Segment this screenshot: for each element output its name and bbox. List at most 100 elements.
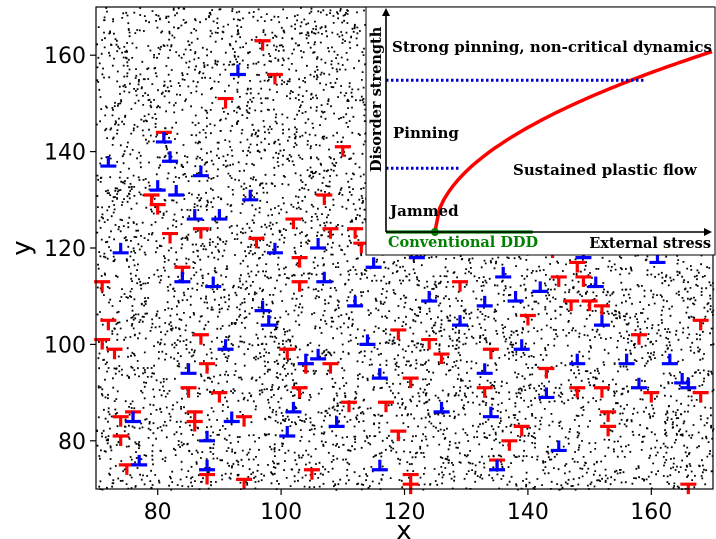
inset-y-arrow: [382, 8, 390, 16]
dislocation-marker: [495, 266, 512, 279]
dislocation-marker: [174, 271, 191, 284]
label-pinning: Pinning: [393, 124, 459, 142]
dislocation-marker: [168, 184, 185, 197]
dislocation-marker: [285, 401, 302, 414]
dislocation-marker: [563, 299, 580, 312]
dislocation-marker: [192, 165, 209, 178]
dislocation-marker: [266, 242, 283, 255]
dislocation-marker: [630, 377, 647, 390]
dislocation-marker: [365, 257, 382, 269]
dislocation-marker: [661, 353, 678, 366]
dislocation-marker: [217, 96, 234, 109]
dislocation-marker: [433, 401, 450, 414]
dislocation-marker: [217, 339, 234, 351]
y-tick-label: 140: [44, 141, 86, 166]
dislocation-marker: [476, 295, 493, 308]
x-tick-label: 140: [507, 500, 549, 525]
dislocation-marker: [680, 377, 697, 390]
dislocation-marker: [550, 440, 567, 453]
dislocation-marker: [285, 217, 302, 230]
dislocation-marker: [513, 424, 530, 437]
dislocation-marker: [229, 64, 246, 77]
dislocation-marker: [421, 337, 438, 350]
dislocation-marker: [340, 400, 357, 413]
dislocation-marker: [180, 386, 197, 398]
dislocation-marker: [587, 276, 604, 289]
dislocation-marker: [125, 411, 142, 424]
dislocation-marker: [254, 39, 271, 51]
dislocation-marker: [236, 415, 253, 427]
dislocation-marker: [482, 347, 499, 360]
dislocation-marker: [303, 468, 320, 480]
x-tick-label: 120: [384, 500, 426, 525]
dislocation-marker: [199, 459, 216, 472]
dislocation-marker: [538, 366, 555, 379]
y-tick-label: 120: [44, 237, 86, 262]
dislocation-marker: [519, 313, 536, 326]
dislocation-marker: [297, 353, 314, 366]
dislocation-marker: [581, 299, 598, 312]
dislocation-marker: [476, 386, 493, 398]
dislocation-marker: [236, 477, 253, 490]
dislocation-marker: [371, 368, 388, 380]
dislocation-marker: [569, 353, 586, 366]
x-tick-label: 80: [144, 500, 172, 525]
dislocation-marker: [112, 242, 129, 255]
dislocation-marker: [186, 419, 203, 432]
dislocation-marker: [433, 352, 450, 365]
dislocation-marker: [322, 362, 339, 374]
dislocation-marker: [94, 337, 111, 350]
dislocation-marker: [149, 180, 166, 192]
x-tick-label: 100: [260, 500, 302, 525]
dislocation-marker: [482, 406, 499, 419]
dislocation-marker: [513, 339, 530, 351]
dislocation-marker: [223, 411, 240, 424]
y-tick-label: 80: [58, 430, 86, 455]
dislocation-marker: [569, 386, 586, 398]
dislocation-marker: [452, 280, 469, 292]
dislocation-marker: [507, 291, 524, 303]
dislocation-marker: [316, 193, 333, 205]
dislocation-marker: [600, 410, 617, 422]
y-tick-label: 100: [44, 333, 86, 358]
dislocation-marker: [112, 434, 129, 446]
red-dislocations: [94, 39, 709, 495]
dislocation-marker: [359, 334, 376, 346]
dislocation-marker: [291, 280, 308, 292]
dislocation-marker: [377, 400, 394, 413]
y-tick-label: 160: [44, 44, 86, 69]
dislocation-marker: [291, 386, 308, 398]
phase-boundary-curve: [433, 49, 713, 233]
dislocation-marker: [211, 391, 228, 403]
dislocation-marker: [192, 333, 209, 345]
dislocation-marker: [538, 387, 555, 400]
label-conventional-ddd: Conventional DDD: [388, 234, 538, 251]
dislocation-marker: [402, 376, 419, 389]
dislocation-marker: [347, 227, 364, 239]
dislocation-marker: [199, 472, 216, 485]
dislocation-marker: [155, 131, 172, 144]
dislocation-marker: [347, 295, 364, 308]
dislocation-marker: [199, 430, 216, 443]
dislocation-marker: [593, 386, 610, 398]
dislocation-marker: [569, 260, 586, 273]
dislocation-marker: [390, 328, 407, 340]
dislocation-marker: [334, 145, 351, 157]
dislocation-marker: [328, 416, 345, 428]
dislocation-marker: [211, 209, 228, 221]
dislocation-marker: [199, 362, 216, 374]
dislocation-marker: [692, 318, 709, 331]
phase-diagram-inset: Strong pinning, non-critical dynamics Pi…: [365, 6, 716, 256]
dislocation-marker: [266, 72, 283, 85]
x-tick-label: 160: [630, 500, 672, 525]
label-strong-pinning: Strong pinning, non-critical dynamics: [392, 38, 712, 56]
inset-y-label: Disorder strength: [368, 26, 385, 172]
dislocation-marker: [322, 227, 339, 239]
dislocation-marker: [421, 291, 438, 303]
dislocation-marker: [205, 276, 222, 289]
inset-x-label: External stress: [589, 235, 711, 252]
label-jammed: Jammed: [388, 202, 459, 220]
dislocation-marker: [489, 459, 506, 472]
dislocation-marker: [452, 315, 469, 327]
dislocation-marker: [192, 227, 209, 239]
